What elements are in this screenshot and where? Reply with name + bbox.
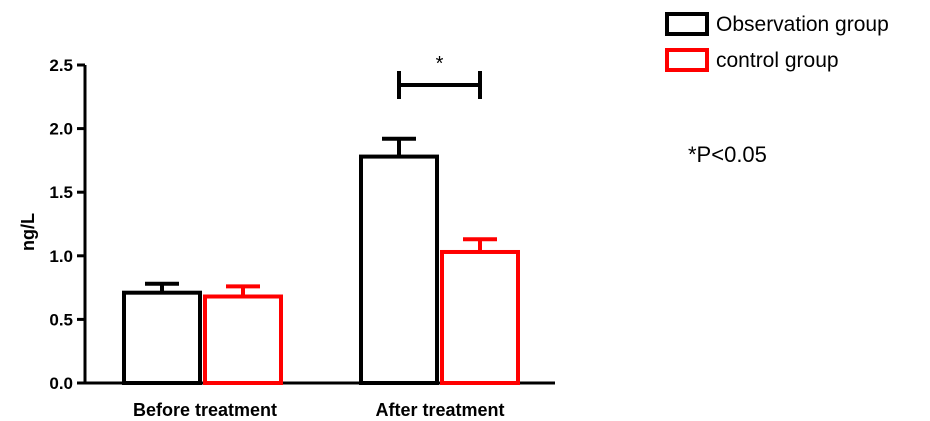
legend-swatch [665,48,709,72]
legend-swatch [665,12,709,36]
legend: Observation group control group [665,12,889,72]
y-tick-label: 2.0 [49,120,73,139]
x-tick-labels: Before treatment After treatment [133,400,505,420]
bar [122,290,202,385]
legend-label: control group [716,49,839,72]
legend-label: Observation group [716,13,889,36]
bar [203,294,283,385]
significance-bracket: * [397,53,482,99]
y-ticks: 0.0 0.5 1.0 1.5 2.0 2.5 [49,56,85,393]
y-tick-label: 2.5 [49,56,73,75]
bar [440,249,520,385]
x-tick-label: Before treatment [133,400,277,420]
bar [359,154,439,385]
significance-marker: * [436,53,444,75]
y-axis-label: ng/L [18,213,38,251]
y-tick-label: 1.5 [49,183,73,202]
y-tick-label: 0.5 [49,310,73,329]
bars [122,136,520,385]
axes [83,65,555,385]
p-value-note: *P<0.05 [688,142,767,167]
y-tick-label: 0.0 [49,374,73,393]
y-tick-label: 1.0 [49,247,73,266]
x-tick-label: After treatment [375,400,504,420]
